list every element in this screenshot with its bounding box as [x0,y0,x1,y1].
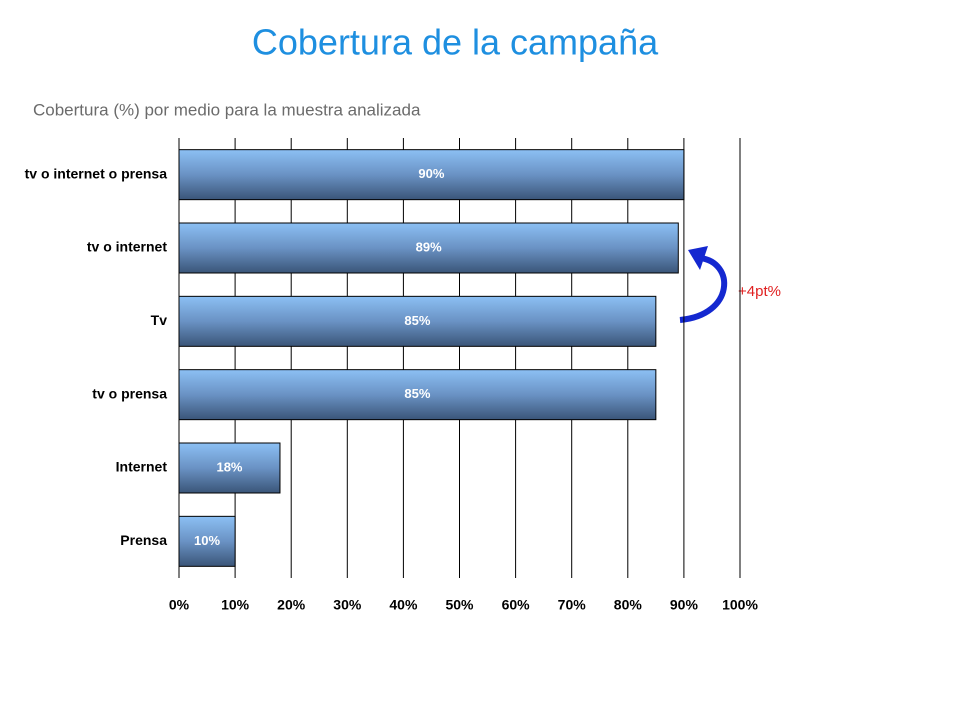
x-tick-label: 70% [558,597,587,613]
arrow [679,255,728,323]
value-label: 89% [416,239,442,254]
bar [178,149,685,201]
y-tick-label: Internet [116,459,168,475]
bar [178,295,657,347]
value-label: 85% [404,313,430,328]
y-tick-label: tv o prensa [92,385,167,401]
value-label: 18% [216,459,242,474]
x-tick-label: 60% [502,597,531,613]
y-tick-label: Tv [151,312,168,328]
x-tick-label: 0% [169,597,190,613]
value-label: 10% [194,533,220,548]
x-tick-label: 30% [333,597,362,613]
x-tick-label: 10% [221,597,250,613]
arrow-head [688,246,708,270]
x-tick-label: 90% [670,597,699,613]
x-tick-label: 100% [722,597,758,613]
value-label: 90% [418,166,444,181]
y-tick-label: Prensa [120,532,167,548]
x-tick-label: 40% [389,597,418,613]
y-tick-label: tv o internet o prensa [25,165,168,181]
y-tick-label: tv o internet [87,239,167,255]
bar [178,515,236,567]
x-tick-label: 80% [614,597,643,613]
value-label: 85% [404,386,430,401]
bar [178,369,657,421]
bar [178,442,281,494]
bar [178,222,679,274]
annotation: +4pt% [738,283,781,300]
chart-subtitle: Cobertura (%) por medio para la muestra … [33,100,421,119]
x-tick-label: 20% [277,597,306,613]
chart-title: Cobertura de la campaña [252,22,659,63]
x-tick-label: 50% [445,597,474,613]
